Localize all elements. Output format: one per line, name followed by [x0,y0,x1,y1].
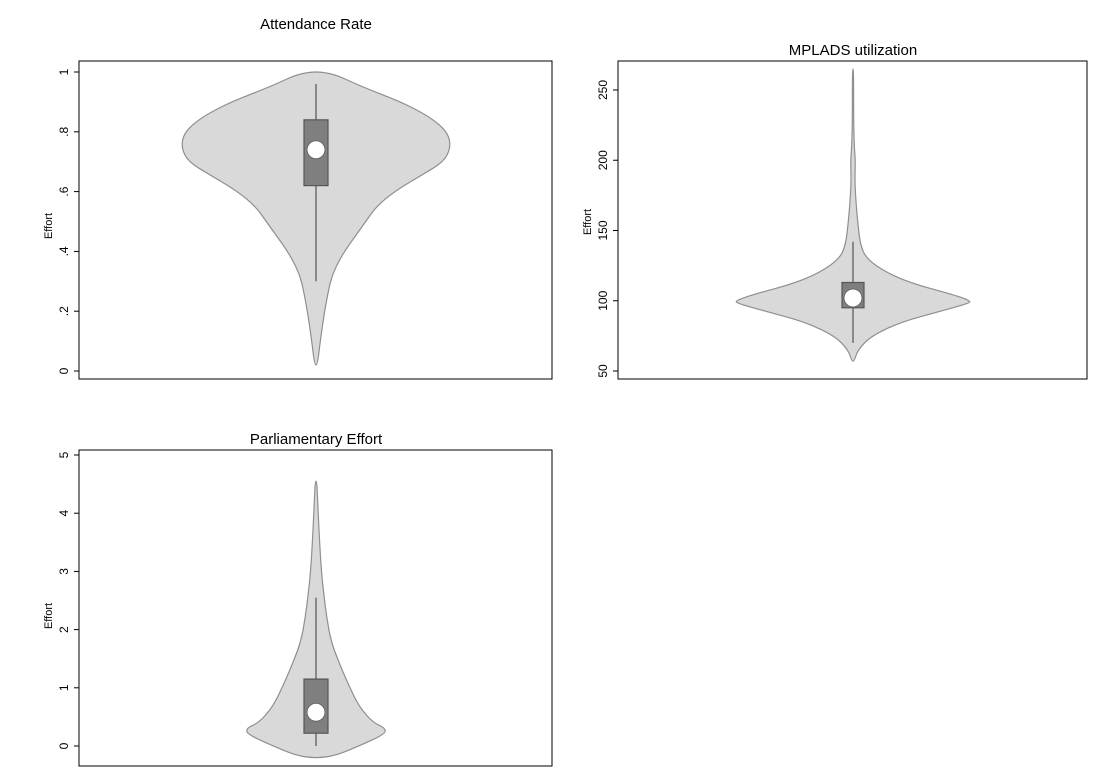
attendance-rate-plot [181,71,451,366]
mplads-utilization-axis-ticks: 50 100 150 200 250 [596,80,618,378]
parliamentary-effort-axis-ticks: 0 1 2 3 4 5 [57,451,79,749]
attendance-rate-axis-ticks: 0 .2 .4 .6 .8 1 [57,68,79,374]
y-tick-label: 0 [57,367,71,374]
median-marker [306,140,326,160]
attendance-rate-ylabel: Effort [43,213,55,239]
y-tick-label: .6 [57,186,71,196]
y-tick-label: 4 [57,510,71,517]
mplads-utilization-plot [735,68,971,362]
attendance-rate-title: Attendance Rate [260,16,372,33]
mplads-utilization-ylabel: Effort [582,209,594,235]
attendance-rate-panel: Attendance Rate Effort 0 .2 .4 .6 .8 1 [43,16,553,380]
mplads-utilization-panel: MPLADS utilization Effort 50 100 150 200 250 [582,42,1088,380]
y-tick-label: 1 [57,68,71,75]
mplads-utilization-frame [617,60,1088,380]
y-tick-label: 50 [596,364,610,378]
y-tick-label: 150 [596,220,610,240]
mplads-utilization-title: MPLADS utilization [789,42,917,59]
attendance-rate-frame [78,60,553,380]
y-tick-label: 100 [596,290,610,310]
parliamentary-effort-panel: Parliamentary Effort Effort 0 1 2 3 4 5 [43,431,553,767]
violin-density [735,68,971,362]
median-marker [306,702,326,722]
parliamentary-effort-ylabel: Effort [43,603,55,629]
parliamentary-effort-title: Parliamentary Effort [250,431,383,448]
y-tick-label: 200 [596,150,610,170]
y-tick-label: .8 [57,126,71,136]
median-marker [843,288,863,308]
y-tick-label: 1 [57,684,71,691]
parliamentary-effort-frame [78,449,553,767]
y-tick-label: 2 [57,626,71,633]
y-tick-label: .2 [57,306,71,316]
y-tick-label: 3 [57,568,71,575]
y-tick-label: .4 [57,246,71,256]
parliamentary-effort-plot [246,480,386,759]
y-tick-label: 250 [596,80,610,100]
y-tick-label: 0 [57,742,71,749]
y-tick-label: 5 [57,451,71,458]
